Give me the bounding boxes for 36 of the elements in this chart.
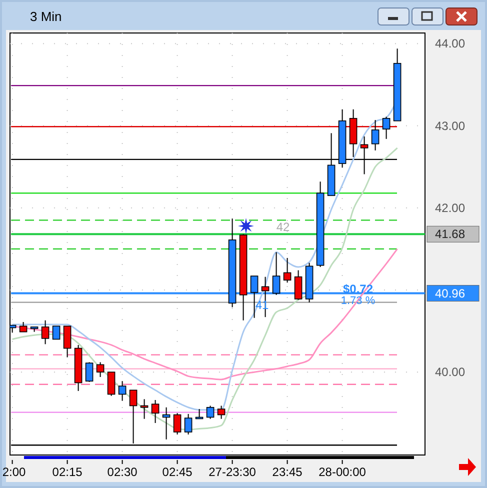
candlestick — [41, 320, 50, 345]
annotation: 42 — [276, 220, 290, 234]
annotation: 1.73 % — [340, 295, 376, 307]
x-tick-label: 02:15 — [52, 465, 83, 479]
candlestick — [162, 406, 170, 440]
candlestick — [272, 252, 280, 296]
y-tick-label: 44.00 — [434, 36, 466, 51]
candlestick — [107, 372, 116, 396]
candlestick — [173, 412, 182, 435]
candlestick — [371, 120, 380, 151]
candlestick — [206, 405, 214, 420]
y-tick-label: 40.00 — [434, 365, 466, 380]
ref-line-label: 41.68 — [434, 227, 466, 242]
candlestick — [118, 380, 126, 402]
x-tick-label: 02:45 — [162, 465, 193, 479]
ref-line-label: 40.96 — [434, 286, 466, 300]
candlestick — [382, 116, 390, 140]
candlestick — [283, 257, 292, 284]
candlestick — [96, 362, 104, 378]
candlestick — [52, 326, 60, 340]
y-tick-label: 43.00 — [434, 118, 466, 133]
candlestick — [184, 413, 192, 435]
candlestick — [151, 399, 160, 424]
y-tick-label: 42.00 — [434, 200, 466, 215]
candlestick — [19, 321, 28, 332]
candlestick — [294, 270, 302, 300]
candlestick — [140, 398, 148, 420]
x-tick-label: 02:30 — [107, 465, 138, 479]
candlestick — [63, 326, 72, 358]
x-tick-label: 23:45 — [272, 465, 303, 479]
x-tick-label: 27-23:30 — [208, 465, 256, 479]
x-tick-label: 28-00:00 — [318, 465, 366, 479]
candlestick — [217, 405, 226, 420]
candlestick — [85, 362, 94, 382]
x-tick-label: 2:00 — [2, 465, 26, 479]
chart-title: 3 Min — [30, 9, 62, 24]
